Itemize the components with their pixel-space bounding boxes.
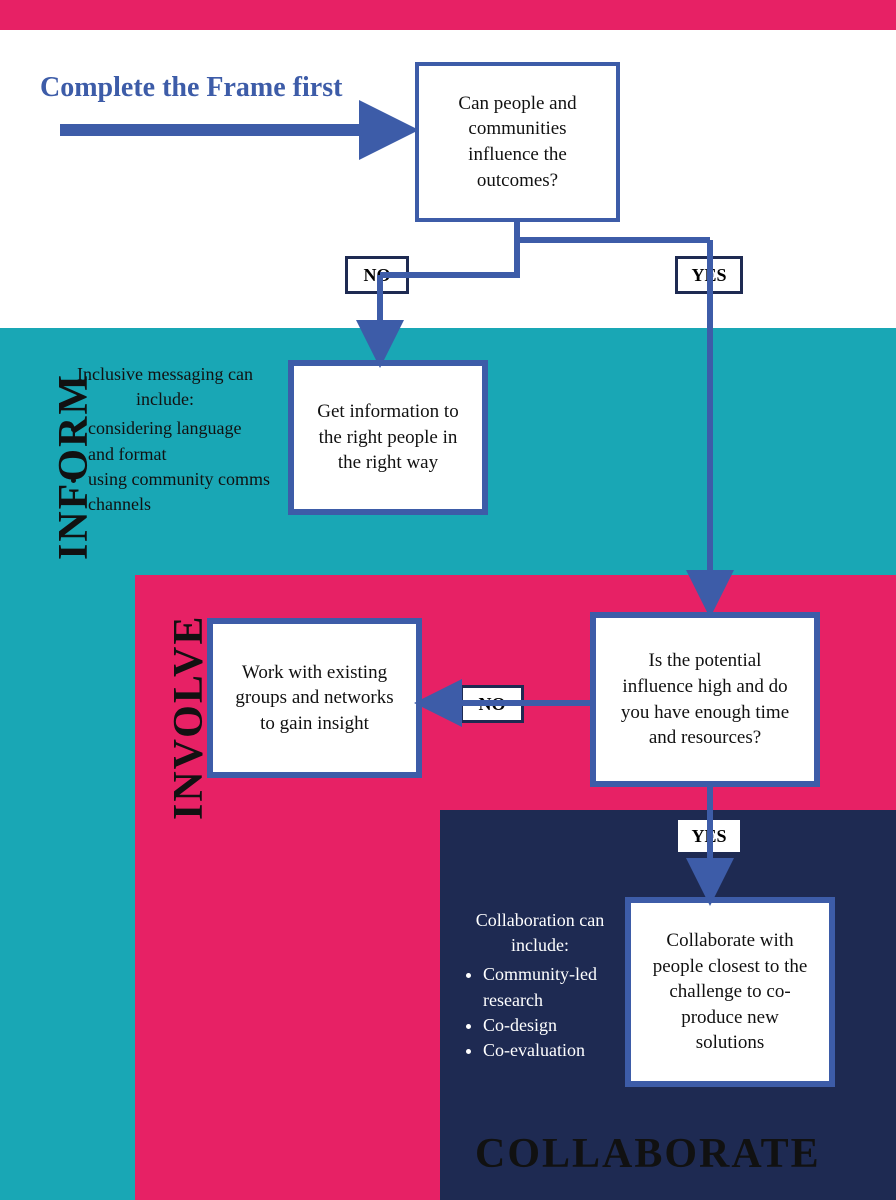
action-collaborate: Collaborate with people closest to the c… [625,897,835,1087]
sidenote-inform-lead: Inclusive messaging can include: [60,362,270,412]
decision-influence-outcomes: Can people and communities influence the… [415,62,620,222]
label-yes: YES [675,256,743,294]
label-yes-2: YES [675,817,743,855]
sidenote-collaborate: Collaboration can include: Community-led… [455,908,625,1063]
section-label-collaborate: COLLABORATE [475,1130,821,1178]
action-inform: Get information to the right people in t… [288,360,488,515]
top-bar [0,0,896,30]
sidenote-item: Co-evaluation [483,1038,625,1063]
sidenote-item: Co-design [483,1013,625,1038]
action-involve: Work with existing groups and networks t… [207,618,422,778]
sidenote-item: Community-led research [483,962,625,1012]
sidenote-item: using community comms channels [88,467,270,517]
sidenote-collab-lead: Collaboration can include: [455,908,625,958]
label-no-2: NO [460,685,524,723]
decision-high-influence: Is the potential influence high and do y… [590,612,820,787]
section-label-involve: INVOLVE [165,615,213,820]
sidenote-item: considering language and format [88,416,270,466]
sidenote-inform: Inclusive messaging can include: conside… [60,362,270,517]
label-no: NO [345,256,409,294]
page-title: Complete the Frame first [40,72,342,104]
